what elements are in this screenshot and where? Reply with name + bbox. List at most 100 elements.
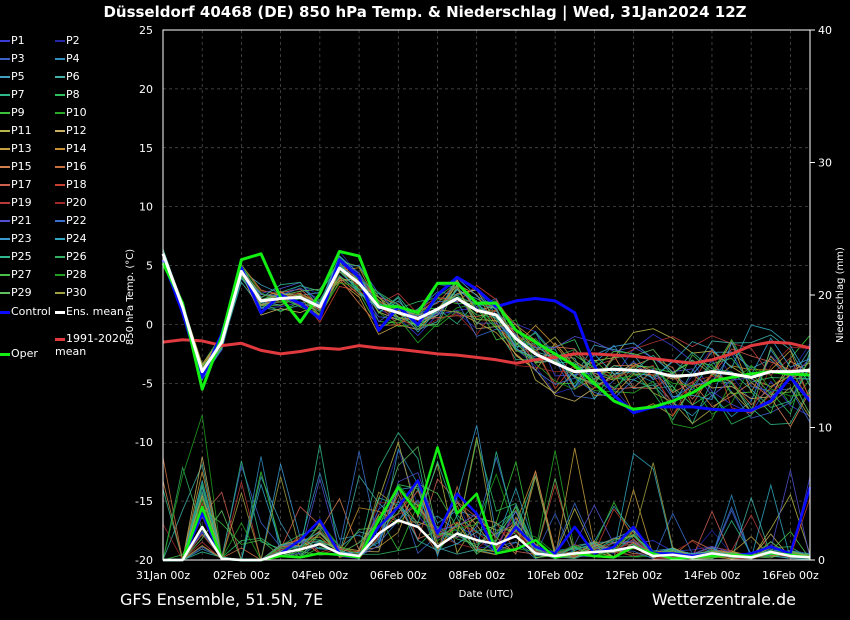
legend-label: P25	[11, 250, 32, 263]
legend-item-p26: P26	[55, 250, 87, 264]
x-tick-label: 08Feb 00z	[448, 569, 505, 582]
y-tick-label: -5	[142, 377, 153, 390]
legend-swatch	[55, 310, 65, 314]
legend-label: Ens. mean	[66, 305, 124, 318]
climate-mean-line	[162, 338, 811, 365]
legend-item-p17: P17	[0, 178, 32, 192]
legend-label: P12	[66, 124, 87, 137]
y-tick-label: -15	[135, 495, 153, 508]
legend-item-p21: P21	[0, 214, 32, 228]
legend-swatch	[0, 58, 10, 60]
y2-tick-label: 10	[818, 422, 832, 435]
legend-label: P2	[66, 34, 80, 47]
legend-swatch	[55, 238, 65, 240]
legend-label: P15	[11, 160, 32, 173]
legend-label: P29	[11, 286, 32, 299]
legend-label: P24	[66, 232, 87, 245]
legend-label: P22	[66, 214, 87, 227]
legend-swatch	[55, 148, 65, 150]
member-line-p7	[162, 254, 811, 426]
member-line-p12	[162, 249, 811, 402]
y-tick-label: 20	[139, 83, 153, 96]
legend-label: P3	[11, 52, 25, 65]
legend-swatch	[0, 310, 10, 314]
legend-item-p19: P19	[0, 196, 32, 210]
x-tick-label: 02Feb 00z	[213, 569, 270, 582]
legend-swatch	[0, 130, 10, 132]
legend-item-ens-mean: Ens. mean	[55, 305, 124, 319]
legend-label: P1	[11, 34, 25, 47]
legend-swatch	[0, 76, 10, 78]
y2-tick-label: 30	[818, 157, 832, 170]
legend-item-p20: P20	[55, 196, 87, 210]
legend-label: P4	[66, 52, 80, 65]
legend-label: P28	[66, 268, 87, 281]
legend-label: P9	[11, 106, 25, 119]
legend-item-p7: P7	[0, 88, 25, 102]
legend-item-p22: P22	[55, 214, 87, 228]
legend-label: P13	[11, 142, 32, 155]
x-tick-label: 06Feb 00z	[370, 569, 427, 582]
legend-swatch	[0, 292, 10, 294]
legend-label: Oper	[11, 347, 38, 360]
legend-label: 1991-2020 mean	[55, 332, 126, 358]
legend-item-p9: P9	[0, 106, 25, 120]
legend-swatch	[0, 274, 10, 276]
legend-swatch	[55, 274, 65, 276]
legend-item-p15: P15	[0, 160, 32, 174]
legend-swatch	[0, 94, 10, 96]
legend-item-oper: Oper	[0, 347, 38, 361]
legend-label: P23	[11, 232, 32, 245]
x-tick-label: 10Feb 00z	[527, 569, 584, 582]
legend-item-p28: P28	[55, 268, 87, 282]
legend-item-p1: P1	[0, 34, 25, 48]
legend-label: P8	[66, 88, 80, 101]
legend-item-p11: P11	[0, 124, 32, 138]
y-tick-label: 5	[146, 260, 153, 273]
chart-title: Düsseldorf 40468 (DE) 850 hPa Temp. & Ni…	[103, 3, 747, 21]
y-tick-label: 25	[139, 24, 153, 37]
legend-label: P14	[66, 142, 87, 155]
ens-mean-temp-line	[161, 253, 811, 379]
legend-label: P18	[66, 178, 87, 191]
member-precip-p24	[163, 452, 811, 561]
ens-mean-precip-line	[163, 519, 811, 562]
legend-label: P20	[66, 196, 87, 209]
legend-swatch	[0, 184, 10, 186]
footer-model: GFS Ensemble, 51.5N, 7E	[120, 590, 324, 609]
member-line-p22	[162, 249, 811, 423]
y2-tick-label: 40	[818, 24, 832, 37]
legend-swatch	[0, 148, 10, 150]
y-axis-label: 850 hPa Temp. (°C)	[125, 249, 136, 345]
legend-swatch	[0, 112, 10, 114]
legend-swatch	[55, 337, 65, 341]
legend-item-p24: P24	[55, 232, 87, 246]
member-line-p6	[162, 255, 811, 408]
legend-item-p27: P27	[0, 268, 32, 282]
legend-swatch	[55, 112, 65, 114]
legend-item-p14: P14	[55, 142, 87, 156]
legend-item-p30: P30	[55, 286, 87, 300]
legend-label: Control	[11, 305, 51, 318]
legend-swatch	[55, 58, 65, 60]
legend-label: P10	[66, 106, 87, 119]
legend-label: P6	[66, 70, 80, 83]
legend-swatch	[55, 292, 65, 294]
legend-item-p29: P29	[0, 286, 32, 300]
member-line-p1	[162, 253, 811, 417]
legend-swatch	[55, 256, 65, 258]
legend-swatch	[55, 76, 65, 78]
member-line-p10	[162, 255, 811, 429]
legend-swatch	[55, 94, 65, 96]
legend-swatch	[55, 130, 65, 132]
legend-swatch	[55, 40, 65, 42]
member-line-p11	[162, 256, 811, 394]
main-series	[161, 249, 812, 562]
legend-item-control: Control	[0, 305, 51, 319]
legend-swatch	[55, 220, 65, 222]
y2-tick-label: 20	[818, 289, 832, 302]
legend-label: P26	[66, 250, 87, 263]
legend-item-p10: P10	[55, 106, 87, 120]
member-precip-p10	[163, 450, 811, 561]
